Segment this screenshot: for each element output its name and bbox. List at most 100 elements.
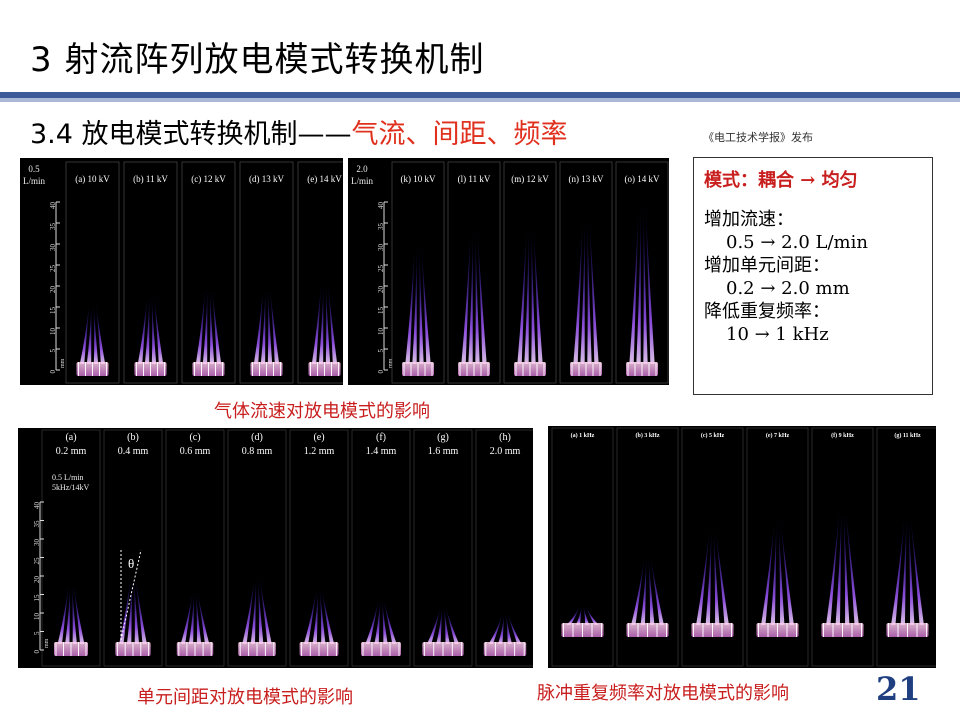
- frame-value: 1.4 mm: [366, 446, 397, 457]
- jet-frame: [756, 517, 799, 637]
- plasma-jet: [770, 517, 777, 625]
- mode-transition: 模式：耦合 → 均匀: [704, 170, 858, 191]
- condition-unit: L/min: [351, 176, 373, 186]
- plasma-jet: [269, 286, 280, 364]
- flow-tick-label: 35: [49, 223, 57, 231]
- frame-label: (f) 9 kHz: [831, 432, 854, 439]
- flow-tick-label: 35: [377, 223, 385, 231]
- plasma-jet: [312, 587, 319, 644]
- flow-tick-label: 10: [49, 328, 57, 336]
- condition-unit: L/min: [23, 176, 45, 186]
- plasma-jet: [195, 590, 202, 644]
- frame-border: [503, 161, 557, 384]
- condition-label: 0.5: [28, 164, 40, 174]
- plasma-jet: [643, 202, 648, 364]
- frame-value: 0.6 mm: [180, 446, 211, 457]
- jet-frame: [250, 286, 283, 376]
- frame-border: [103, 429, 163, 667]
- frame-label: (b) 3 kHz: [636, 432, 660, 439]
- flow-rate-label: 增加流速：: [704, 209, 794, 230]
- plasma-jet: [640, 555, 647, 625]
- flow-axis-unit: mm: [388, 358, 394, 368]
- plasma-jet: [645, 202, 655, 364]
- frame-border: [559, 161, 613, 384]
- plasma-jet: [209, 286, 215, 364]
- flow-tick-label: 40: [377, 202, 385, 210]
- frame-border: [297, 161, 343, 384]
- frame-value: 0.8 mm: [242, 446, 273, 457]
- spacing-tick-label: 25: [33, 557, 41, 565]
- spacing-value: 0.2 → 2.0 mm: [726, 278, 850, 299]
- plasma-jet: [575, 605, 582, 625]
- flow-tick-label: 5: [49, 349, 57, 353]
- plasma-jet: [421, 244, 431, 364]
- plasma-jet: [374, 598, 381, 644]
- flow-tick-label: 10: [377, 328, 385, 336]
- flow-rate-value: 0.5 → 2.0 L/min: [726, 232, 868, 253]
- jet-frame: [691, 526, 734, 637]
- plasma-jet: [211, 286, 222, 364]
- frame-label: (b) 11 kV: [133, 174, 168, 184]
- flow-low-panel: 0.5 L/min 0 5 10 15 20 25 30 35 40 mm (a) 10 kV (b) 1…: [20, 158, 343, 385]
- frame-border: [123, 161, 178, 384]
- plasma-jet: [533, 223, 543, 364]
- jet-frame: [422, 605, 464, 656]
- jet-frame: [402, 244, 434, 376]
- title-underline-light: [0, 98, 960, 102]
- plasma-jet: [79, 302, 90, 364]
- plasma-jet: [405, 244, 415, 364]
- frame-label: (e) 14 kV: [307, 174, 342, 184]
- plasma-jet: [86, 302, 92, 364]
- plasma-jet: [257, 576, 264, 644]
- flow-tick-label: 5: [377, 349, 385, 353]
- frame-label: (h): [499, 432, 511, 443]
- flow-tick-label: 20: [377, 286, 385, 294]
- flow-tick-label: 25: [49, 265, 57, 273]
- plasma-jet: [713, 526, 720, 625]
- condition-label: 2.0: [356, 164, 368, 174]
- plasma-jet: [443, 605, 450, 644]
- plasma-jet: [65, 583, 71, 644]
- plasma-jet: [436, 605, 443, 644]
- plasma-jet: [126, 576, 133, 644]
- plasma-jet: [498, 613, 505, 644]
- frame-border: [475, 429, 533, 667]
- frame-label: (m) 12 kV: [511, 174, 549, 184]
- plasma-jet: [778, 517, 785, 625]
- frame-border: [811, 427, 874, 667]
- plasma-jet: [95, 302, 106, 364]
- frame-border: [227, 429, 287, 667]
- jet-frame: [821, 505, 864, 637]
- frame-border: [681, 427, 744, 667]
- spacing-label: 增加单元间距：: [704, 255, 830, 276]
- jet-frame: [134, 294, 167, 376]
- frame-label: (a) 10 kV: [75, 174, 110, 184]
- plasma-jet: [133, 576, 140, 644]
- flow-high-panel: 2.0 L/min 0 5 10 15 20 25 30 35 40 mm (k) 10 kV (l) 1…: [348, 158, 669, 385]
- frequency-value: 10 → 1 kHz: [726, 324, 829, 345]
- frame-value: 0.4 mm: [118, 446, 149, 457]
- plasma-jet: [477, 227, 487, 364]
- plasma-jet: [589, 214, 599, 364]
- frame-border: [447, 161, 501, 384]
- jet-frame: [514, 223, 546, 376]
- frequency-panel: (a) 1 kHz (b) 3 kHz (c) 5 kHz (e) 7 kHz (f) …: [548, 426, 936, 668]
- jet-frame: [308, 281, 341, 376]
- flow-axis-unit: mm: [60, 358, 66, 368]
- flow-tick-label: 40: [49, 202, 57, 210]
- condition-unit: 5kHz/14kV: [52, 483, 90, 492]
- flow-tick-label: 25: [377, 265, 385, 273]
- frame-label: (g) 11 kHz: [894, 432, 921, 439]
- condition-label: 0.5 L/min: [52, 473, 84, 482]
- plasma-jet: [461, 227, 471, 364]
- frame-border: [615, 161, 669, 384]
- plasma-jet: [253, 286, 264, 364]
- plasma-jet: [202, 286, 208, 364]
- frame-label: (k) 10 kV: [401, 174, 436, 184]
- plasma-jet: [843, 505, 850, 625]
- flow-tick-label: 30: [377, 244, 385, 252]
- frame-border: [746, 427, 809, 667]
- plasma-jet: [311, 281, 322, 364]
- frame-border: [41, 429, 101, 667]
- frame-border: [616, 427, 679, 667]
